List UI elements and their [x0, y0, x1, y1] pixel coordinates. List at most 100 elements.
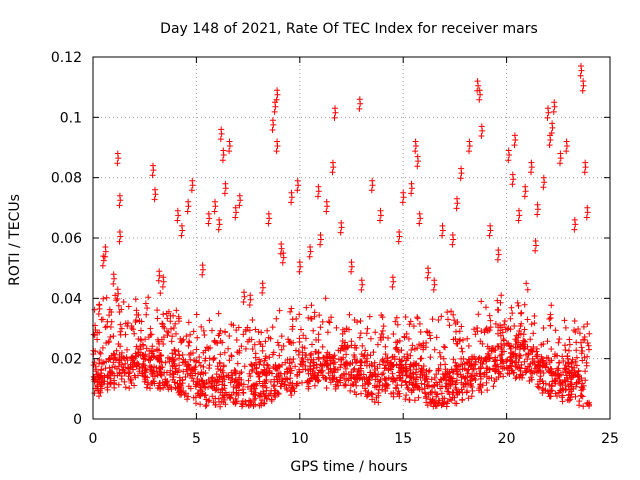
data-point — [337, 364, 344, 371]
data-point — [373, 394, 380, 401]
data-point — [302, 335, 309, 342]
data-point — [449, 241, 456, 248]
data-point — [110, 359, 117, 366]
data-point — [350, 381, 357, 388]
data-point — [420, 340, 427, 347]
data-point — [559, 385, 566, 392]
data-point — [451, 317, 458, 324]
data-point — [99, 262, 106, 269]
data-point — [274, 143, 281, 149]
data-point — [199, 271, 206, 278]
data-point — [534, 353, 541, 360]
data-point — [499, 356, 506, 363]
data-point — [170, 358, 177, 364]
data-point — [236, 202, 243, 209]
data-point — [175, 212, 182, 219]
data-point — [287, 365, 294, 372]
data-point — [145, 334, 152, 341]
data-point — [149, 172, 156, 179]
data-point — [211, 382, 218, 389]
data-point — [341, 328, 348, 335]
data-point — [580, 403, 587, 410]
data-point — [156, 358, 163, 365]
data-point — [219, 376, 226, 383]
data-point — [382, 343, 389, 350]
data-point — [506, 152, 513, 158]
data-point — [252, 354, 259, 361]
data-point — [118, 306, 125, 313]
data-point — [483, 304, 489, 311]
data-point — [99, 344, 106, 351]
data-point — [494, 256, 501, 263]
data-point — [307, 359, 314, 366]
data-point — [376, 361, 383, 368]
data-point — [242, 398, 249, 405]
data-point — [288, 305, 295, 312]
data-point — [368, 390, 375, 397]
data-point — [126, 370, 133, 377]
data-point — [160, 311, 167, 318]
data-point — [493, 376, 500, 383]
grid-lines — [93, 57, 610, 419]
data-point — [246, 302, 253, 308]
data-point — [476, 96, 483, 103]
data-point — [339, 338, 346, 344]
data-point — [565, 359, 572, 366]
data-point — [495, 251, 502, 258]
data-point — [264, 327, 271, 334]
data-point — [265, 220, 272, 227]
data-point — [581, 354, 588, 361]
data-point — [147, 356, 154, 363]
data-point — [521, 326, 528, 333]
data-point — [281, 381, 288, 388]
data-point — [107, 324, 114, 330]
data-point — [348, 263, 355, 270]
data-point — [497, 299, 504, 306]
data-point — [538, 341, 545, 348]
data-point — [171, 379, 178, 386]
data-point — [478, 389, 485, 396]
data-point — [399, 372, 406, 379]
data-point — [373, 383, 380, 390]
data-point — [483, 379, 490, 386]
data-point — [276, 352, 283, 359]
data-point — [562, 369, 569, 376]
data-point — [285, 382, 292, 389]
data-point — [415, 158, 422, 165]
data-point — [319, 343, 326, 350]
data-point — [402, 314, 409, 320]
data-point — [346, 326, 352, 333]
data-point — [578, 339, 584, 346]
data-point — [478, 133, 485, 139]
data-point — [458, 323, 465, 330]
data-point — [133, 317, 139, 324]
data-point — [248, 361, 255, 368]
data-point — [429, 396, 436, 403]
data-point — [259, 382, 266, 389]
data-point — [344, 362, 351, 369]
data-point — [142, 300, 149, 307]
data-point — [580, 82, 587, 89]
data-point — [411, 346, 418, 352]
data-point — [514, 299, 521, 306]
data-point — [151, 196, 158, 203]
data-point — [154, 307, 161, 314]
data-point — [163, 369, 170, 376]
data-point — [368, 187, 375, 194]
data-point — [458, 345, 465, 352]
data-point — [308, 302, 315, 309]
data-point — [302, 362, 309, 369]
data-point — [212, 401, 219, 408]
data-point — [158, 372, 165, 379]
y-tick-label: 0.06 — [51, 231, 82, 247]
data-point — [450, 311, 457, 318]
data-point — [235, 381, 242, 388]
data-point — [92, 366, 99, 373]
data-point — [528, 376, 535, 383]
data-point — [457, 336, 464, 343]
data-point — [477, 375, 484, 382]
data-point — [408, 185, 415, 192]
data-point — [412, 148, 419, 155]
data-point — [494, 343, 501, 350]
data-point — [515, 364, 521, 371]
